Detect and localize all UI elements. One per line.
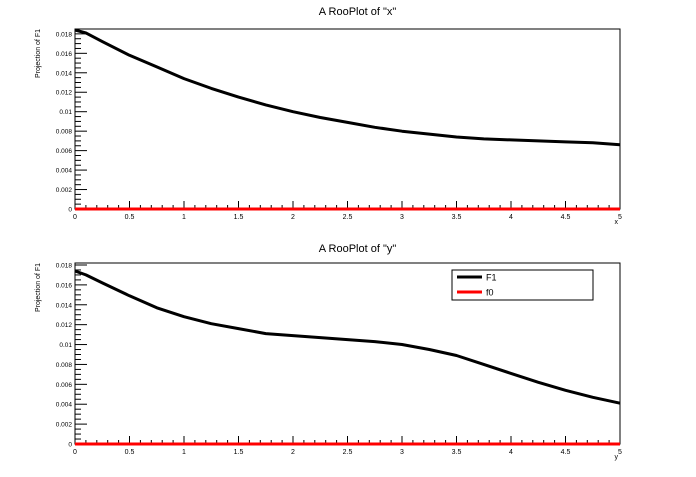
y-axis-label: Projection of F1 [35,263,42,312]
x-tick-label: 5 [618,449,622,456]
y-tick-label: 0.012 [56,90,73,97]
plot-frame-0 [74,28,621,210]
chart-title-0: A RooPlot of "x" [319,6,397,18]
legend-label-f0: f0 [486,288,494,298]
y-tick-label: 0.01 [59,109,72,116]
x-tick-label: 3.5 [452,449,462,456]
y-tick-label: 0.012 [56,322,73,329]
x-axis-label: x [615,219,619,226]
x-tick-label: 0.5 [125,449,135,456]
x-tick-label: 2 [291,449,295,456]
y-tick-label: 0.01 [59,342,72,349]
series-line-f1 [74,269,621,405]
x-tick-label: 3.5 [452,214,462,221]
x-axis-label: y [615,454,619,461]
y-tick-label: 0.018 [56,31,73,38]
x-tick-label: 1.5 [234,214,244,221]
x-tick-label: 1 [182,214,186,221]
y-tick-label: 0.008 [56,362,73,369]
x-tick-label: 2.5 [343,449,353,456]
legend-label-f1: F1 [486,273,497,283]
x-tick-label: 3 [400,214,404,221]
y-tick-label: 0.002 [56,187,73,194]
y-tick-label: 0 [68,442,72,449]
x-tick-label: 0.5 [125,214,135,221]
x-tick-label: 0 [73,214,77,221]
x-tick-label: 4.5 [561,214,571,221]
y-tick-label: 0.014 [56,302,73,309]
y-tick-label: 0.004 [56,168,73,175]
x-tick-label: 2.5 [343,214,353,221]
y-tick-label: 0.006 [56,148,73,155]
y-tick-label: 0.002 [56,422,73,429]
x-tick-label: 2 [291,214,295,221]
y-tick-label: 0.016 [56,282,73,289]
x-tick-label: 4 [509,449,513,456]
series-line-f1 [74,28,621,147]
x-tick-label: 1 [182,449,186,456]
x-tick-label: 1.5 [234,449,244,456]
x-tick-label: 3 [400,449,404,456]
x-tick-label: 4 [509,214,513,221]
y-tick-label: 0.006 [56,382,73,389]
x-tick-label: 5 [618,214,622,221]
y-tick-label: 0.008 [56,129,73,136]
y-tick-label: 0 [68,207,72,214]
x-tick-label: 4.5 [561,449,571,456]
y-tick-label: 0.014 [56,70,73,77]
y-tick-label: 0.004 [56,402,73,409]
legend-box [451,269,594,301]
y-tick-label: 0.018 [56,262,73,269]
chart-title-1: A RooPlot of "y" [319,243,397,255]
x-tick-label: 0 [73,449,77,456]
y-tick-label: 0.016 [56,51,73,58]
y-axis-label: Projection of F1 [35,29,42,78]
